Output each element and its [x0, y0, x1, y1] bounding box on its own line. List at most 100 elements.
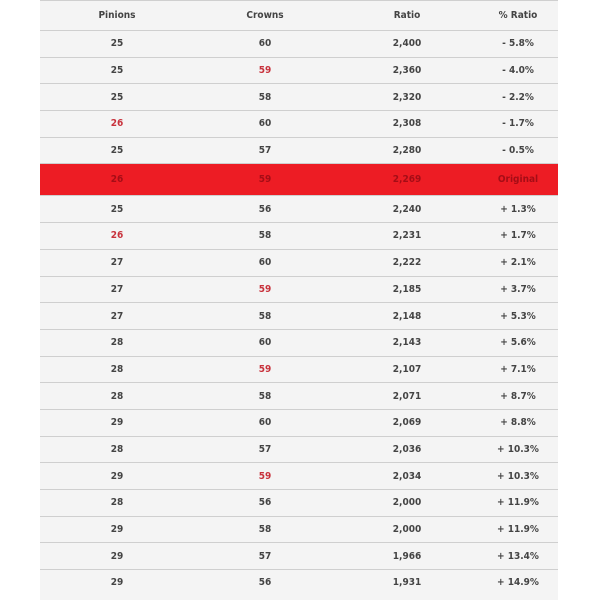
cell-crowns: 58: [194, 302, 336, 330]
header-pct-ratio: % Ratio: [478, 0, 558, 31]
cell-ratio: 2,240: [336, 195, 478, 223]
cell-crowns: 57: [194, 435, 336, 463]
cell-pinions: 26: [40, 163, 194, 196]
table-row-original: 26 59 2,269 Original: [40, 163, 558, 196]
cell-pct-ratio: + 8.8%: [478, 408, 558, 437]
cell-pct-ratio: + 1.3%: [478, 195, 558, 223]
cell-crowns: 58: [194, 515, 336, 543]
cell-ratio: 1,931: [336, 569, 478, 596]
cell-pinions: 29: [40, 515, 194, 543]
cell-crowns: 59: [194, 56, 336, 84]
cell-ratio: 2,231: [336, 222, 478, 250]
cell-pinions: 29: [40, 462, 194, 490]
cell-pct-ratio: + 5.3%: [478, 302, 558, 330]
cell-crowns: 58: [194, 222, 336, 250]
cell-pct-ratio: + 13.4%: [478, 542, 558, 570]
table-row: 26 58 2,231 + 1.7%: [40, 222, 558, 250]
cell-pct-ratio: + 2.1%: [478, 248, 558, 276]
cell-ratio: 2,400: [336, 30, 478, 58]
cell-ratio: 2,280: [336, 136, 478, 164]
table-row: 29 56 1,931 + 14.9%: [40, 569, 558, 596]
cell-pinions: 27: [40, 275, 194, 303]
cell-pct-ratio: - 5.8%: [478, 30, 558, 58]
header-ratio: Ratio: [336, 0, 478, 31]
cell-crowns: 56: [194, 569, 336, 596]
table-header-row: Pinions Crowns Ratio % Ratio: [40, 0, 558, 31]
cell-pct-ratio: + 3.7%: [478, 275, 558, 303]
header-crowns: Crowns: [194, 0, 336, 31]
table-row: 27 58 2,148 + 5.3%: [40, 302, 558, 330]
cell-crowns: 58: [194, 382, 336, 410]
table-row: 26 60 2,308- 1.7%: [40, 110, 558, 138]
cell-pinions: 28: [40, 355, 194, 383]
cell-pct-ratio: + 7.1%: [478, 355, 558, 383]
table-row: 29 60 2,069 + 8.8%: [40, 408, 558, 437]
table-row: 25 60 2,400- 5.8%: [40, 30, 558, 58]
cell-pinions: 25: [40, 83, 194, 111]
table-row: 28 58 2,071 + 8.7%: [40, 382, 558, 410]
cell-ratio: 2,222: [336, 248, 478, 276]
cell-crowns: 58: [194, 83, 336, 111]
cell-crowns: 59: [194, 163, 336, 196]
cell-pinions: 27: [40, 248, 194, 276]
cell-crowns: 57: [194, 136, 336, 164]
table-row: 29 57 1,966 + 13.4%: [40, 542, 558, 570]
cell-crowns: 60: [194, 248, 336, 276]
cell-crowns: 60: [194, 328, 336, 357]
cell-pct-ratio: + 14.9%: [478, 569, 558, 596]
cell-pinions: 29: [40, 542, 194, 570]
cell-crowns: 59: [194, 355, 336, 383]
cell-crowns: 60: [194, 408, 336, 437]
cell-pct-ratio: + 11.9%: [478, 515, 558, 543]
cell-ratio: 2,308: [336, 110, 478, 138]
table-row: 28 60 2,143 + 5.6%: [40, 328, 558, 357]
cell-pct-ratio: Original: [478, 163, 558, 196]
cell-ratio: 2,360: [336, 56, 478, 84]
cell-pinions: 29: [40, 408, 194, 437]
cell-pinions: 28: [40, 435, 194, 463]
cell-pinions: 28: [40, 382, 194, 410]
table-row: 28 59 2,107 + 7.1%: [40, 355, 558, 383]
cell-pct-ratio: + 1.7%: [478, 222, 558, 250]
cell-ratio: 2,269: [336, 163, 478, 196]
table-row: 27 59 2,185 + 3.7%: [40, 275, 558, 303]
cell-ratio: 2,148: [336, 302, 478, 330]
table-row: 25 58 2,320- 2.2%: [40, 83, 558, 111]
cell-pinions: 28: [40, 489, 194, 517]
table-row: 27 60 2,222 + 2.1%: [40, 248, 558, 276]
cell-pinions: 25: [40, 136, 194, 164]
cell-crowns: 57: [194, 542, 336, 570]
cell-crowns: 59: [194, 462, 336, 490]
cell-pct-ratio: - 2.2%: [478, 83, 558, 111]
table-row: 25 56 2,240 + 1.3%: [40, 195, 558, 223]
table-row: 28 56 2,000 + 11.9%: [40, 489, 558, 517]
cell-ratio: 2,000: [336, 489, 478, 517]
cell-ratio: 2,107: [336, 355, 478, 383]
cell-pinions: 26: [40, 110, 194, 138]
cell-pinions: 27: [40, 302, 194, 330]
cell-ratio: 2,071: [336, 382, 478, 410]
cell-crowns: 60: [194, 30, 336, 58]
cell-crowns: 56: [194, 195, 336, 223]
cell-ratio: 2,036: [336, 435, 478, 463]
cell-ratio: 2,320: [336, 83, 478, 111]
cell-pct-ratio: + 5.6%: [478, 328, 558, 357]
cell-pct-ratio: + 11.9%: [478, 489, 558, 517]
cell-pinions: 26: [40, 222, 194, 250]
cell-pinions: 25: [40, 195, 194, 223]
cell-pct-ratio: + 8.7%: [478, 382, 558, 410]
cell-crowns: 59: [194, 275, 336, 303]
cell-pinions: 28: [40, 328, 194, 357]
table-row: 29 58 2,000 + 11.9%: [40, 515, 558, 543]
cell-pct-ratio: - 4.0%: [478, 56, 558, 84]
cell-ratio: 2,034: [336, 462, 478, 490]
cell-ratio: 2,185: [336, 275, 478, 303]
cell-ratio: 2,143: [336, 328, 478, 357]
table-row: 28 57 2,036 + 10.3%: [40, 435, 558, 463]
table-row: 25 59 2,360- 4.0%: [40, 56, 558, 84]
cell-pct-ratio: - 1.7%: [478, 110, 558, 138]
table-row: 25 57 2,280- 0.5%: [40, 136, 558, 164]
cell-ratio: 2,000: [336, 515, 478, 543]
gear-ratio-table: Pinions Crowns Ratio % Ratio 25 60 2,400- …: [40, 0, 558, 596]
cell-pinions: 25: [40, 30, 194, 58]
